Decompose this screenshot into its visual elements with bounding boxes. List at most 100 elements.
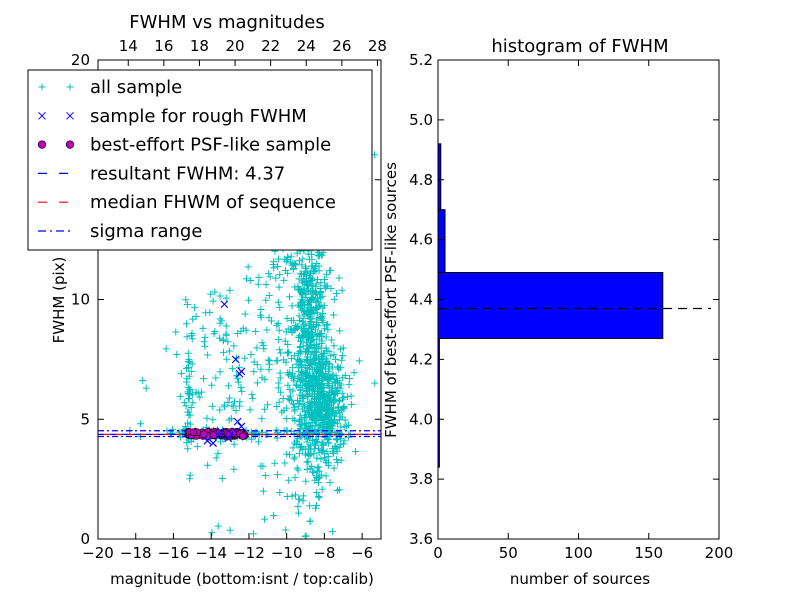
all-sample-point bbox=[315, 494, 323, 502]
all-sample-point bbox=[265, 366, 273, 374]
all-sample-point bbox=[287, 373, 295, 381]
all-sample-point bbox=[259, 462, 267, 470]
all-sample-point bbox=[323, 410, 331, 418]
all-sample-point bbox=[275, 326, 283, 334]
all-sample-point bbox=[284, 340, 292, 348]
all-sample-point bbox=[322, 457, 330, 465]
right-plot-content bbox=[437, 143, 711, 468]
all-sample-point bbox=[306, 341, 314, 349]
all-sample-point bbox=[314, 478, 322, 486]
all-sample-point bbox=[302, 429, 310, 437]
all-sample-point bbox=[266, 273, 274, 281]
all-sample-point bbox=[333, 456, 341, 464]
all-sample-point bbox=[270, 264, 278, 272]
all-sample-point bbox=[315, 252, 323, 260]
all-sample-point bbox=[330, 295, 338, 303]
all-sample-point bbox=[303, 365, 311, 373]
legend-entry-label: sigma range bbox=[90, 221, 202, 242]
all-sample-point bbox=[338, 286, 346, 294]
all-sample-point bbox=[320, 325, 328, 333]
left-y-tick-label: 0 bbox=[80, 530, 90, 548]
all-sample-point bbox=[189, 399, 197, 407]
all-sample-point bbox=[209, 416, 217, 424]
all-sample-point bbox=[344, 393, 352, 401]
all-sample-point bbox=[310, 267, 318, 275]
all-sample-point bbox=[230, 440, 238, 448]
all-sample-point bbox=[318, 447, 326, 455]
all-sample-point bbox=[230, 342, 238, 350]
all-sample-point bbox=[284, 269, 292, 277]
all-sample-point bbox=[222, 322, 230, 330]
legend-entry-label: sample for rough FWHM bbox=[90, 106, 307, 127]
all-sample-point bbox=[183, 375, 191, 383]
all-sample-point bbox=[273, 402, 281, 410]
all-sample-point bbox=[336, 345, 344, 353]
all-sample-point bbox=[214, 522, 222, 530]
left-x-tick-label: −18 bbox=[120, 544, 152, 562]
right-y-tick-label: 4.8 bbox=[409, 171, 433, 189]
all-sample-point bbox=[288, 354, 296, 362]
all-sample-point bbox=[329, 527, 337, 535]
all-sample-point bbox=[347, 401, 355, 409]
all-sample-point bbox=[323, 381, 331, 389]
all-sample-point bbox=[283, 349, 291, 357]
all-sample-point bbox=[306, 360, 314, 368]
all-sample-point bbox=[207, 290, 215, 298]
all-sample-point bbox=[299, 400, 307, 408]
all-sample-point bbox=[335, 274, 343, 282]
all-sample-point bbox=[180, 399, 188, 407]
left-x-tick-label: −8 bbox=[313, 544, 335, 562]
all-sample-point bbox=[321, 433, 329, 441]
all-sample-point bbox=[274, 319, 282, 327]
all-sample-point bbox=[275, 283, 283, 291]
all-sample-point bbox=[355, 357, 363, 365]
all-sample-point bbox=[335, 379, 343, 387]
all-sample-point bbox=[188, 360, 196, 368]
all-sample-point bbox=[172, 328, 180, 336]
all-sample-point bbox=[311, 353, 319, 361]
all-sample-point bbox=[318, 411, 326, 419]
all-sample-point bbox=[245, 296, 253, 304]
all-sample-point bbox=[315, 355, 323, 363]
all-sample-point bbox=[331, 391, 339, 399]
left-x-axis-label: magnitude (bottom:isnt / top:calib) bbox=[110, 570, 374, 588]
rough-fwhm-point bbox=[231, 355, 240, 364]
rough-fwhm-point bbox=[216, 427, 225, 436]
all-sample-point bbox=[287, 252, 295, 260]
all-sample-point bbox=[295, 509, 303, 517]
all-sample-point bbox=[329, 390, 337, 398]
all-sample-point bbox=[295, 367, 303, 375]
all-sample-point bbox=[299, 321, 307, 329]
all-sample-point bbox=[322, 402, 330, 410]
all-sample-point bbox=[187, 404, 195, 412]
all-sample-point bbox=[270, 512, 278, 520]
all-sample-point bbox=[234, 378, 242, 386]
right-x-tick-label: 200 bbox=[705, 544, 734, 562]
all-sample-point bbox=[312, 319, 320, 327]
all-sample-point bbox=[196, 393, 204, 401]
all-sample-point bbox=[306, 372, 314, 380]
all-sample-point bbox=[249, 394, 257, 402]
left-y-tick-label: 20 bbox=[71, 51, 90, 69]
all-sample-point bbox=[237, 383, 245, 391]
all-sample-point bbox=[304, 435, 312, 443]
all-sample-point bbox=[282, 257, 290, 265]
all-sample-point bbox=[224, 338, 232, 346]
all-sample-point bbox=[327, 396, 335, 404]
all-sample-point bbox=[322, 472, 330, 480]
all-sample-point bbox=[290, 455, 298, 463]
right-y-axis-label: FWHM of best-effort PSF-like sources bbox=[382, 162, 400, 438]
all-sample-point bbox=[262, 296, 270, 304]
all-sample-point bbox=[337, 423, 345, 431]
all-sample-point bbox=[307, 274, 315, 282]
all-sample-point bbox=[242, 275, 250, 283]
all-sample-point bbox=[298, 289, 306, 297]
all-sample-point bbox=[188, 332, 196, 340]
all-sample-point bbox=[292, 491, 300, 499]
all-sample-point bbox=[318, 315, 326, 323]
all-sample-point bbox=[330, 311, 338, 319]
all-sample-point bbox=[308, 365, 316, 373]
all-sample-point bbox=[346, 375, 354, 383]
all-sample-point bbox=[220, 348, 228, 356]
left-top-tick-label: 22 bbox=[261, 37, 280, 55]
